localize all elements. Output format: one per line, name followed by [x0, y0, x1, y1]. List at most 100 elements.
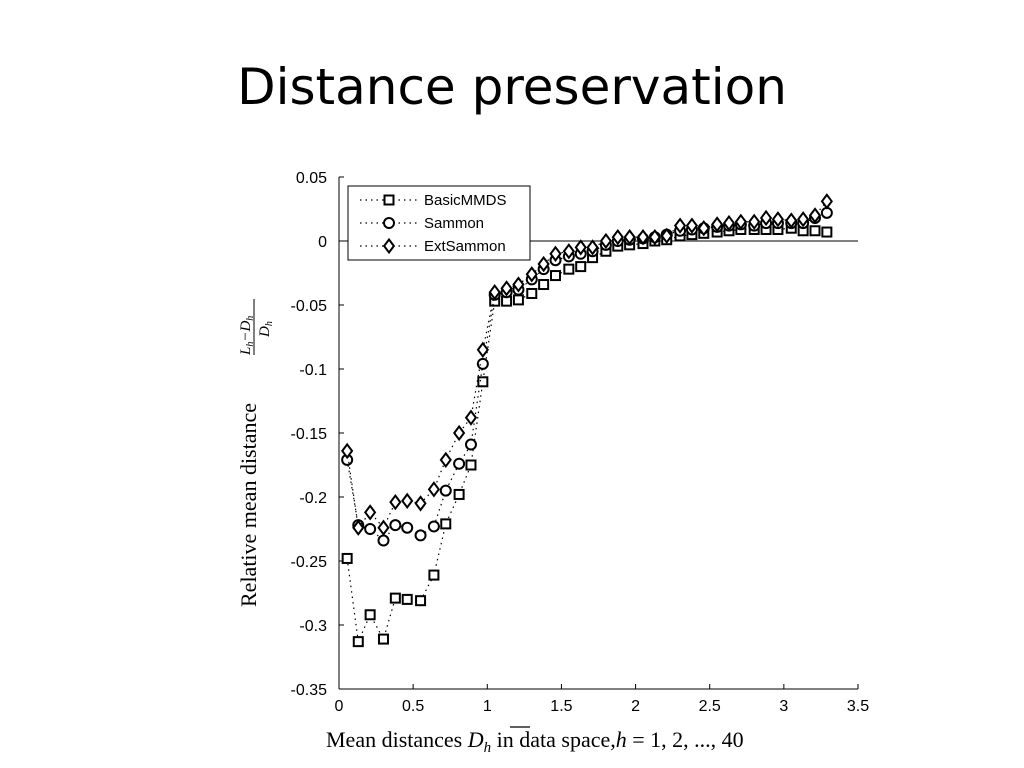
x-tick-label: 2	[631, 698, 640, 715]
data-point-sammon	[476, 357, 489, 370]
data-point-extsammon	[364, 504, 377, 521]
data-point-extsammon	[611, 228, 624, 246]
x-tick-label: 0	[335, 698, 344, 715]
data-point-extsammon	[439, 451, 452, 469]
data-point-extsammon	[377, 519, 390, 536]
svg-text:Mean distances Dh in data spac: Mean distances Dh in data space,h = 1, 2…	[326, 727, 744, 756]
y-tick-label: -0.35	[291, 682, 328, 699]
data-point-extsammon	[697, 220, 710, 237]
data-point-extsammon	[599, 232, 613, 250]
data-point-sammon	[439, 484, 452, 497]
series-line-sammon	[346, 212, 828, 542]
data-point-extsammon	[748, 213, 761, 230]
data-point-basicmmds	[440, 518, 452, 530]
data-point-extsammon	[464, 409, 478, 426]
data-point-basicmmds	[453, 488, 465, 500]
data-point-extsammon	[414, 495, 427, 512]
data-point-extsammon	[797, 211, 810, 228]
series-line-extsammon	[346, 200, 828, 530]
data-point-extsammon	[734, 213, 747, 230]
data-point-sammon	[427, 520, 440, 533]
data-point-basicmmds	[389, 592, 401, 604]
data-point-basicmmds	[526, 287, 538, 299]
legend-marker-sammon	[383, 217, 395, 229]
data-point-basicmmds	[809, 225, 821, 237]
data-point-extsammon	[820, 193, 833, 210]
series-line-basicmmds	[346, 227, 827, 644]
legend-label-sammon: Sammon	[424, 215, 484, 232]
x-axis-label: Mean distances Dh in data space,h = 1, 2…	[326, 726, 744, 756]
data-point-extsammon	[722, 214, 736, 232]
data-point-extsammon	[785, 212, 798, 229]
data-point-extsammon	[574, 239, 587, 256]
legend: BasicMMDS Sammon ExtSammon	[347, 185, 531, 261]
data-point-extsammon	[512, 276, 525, 293]
data-point-extsammon	[759, 209, 773, 227]
data-point-basicmmds	[415, 595, 427, 607]
data-point-extsammon	[808, 207, 822, 224]
data-point-basicmmds	[377, 633, 389, 645]
data-point-extsammon	[488, 284, 501, 301]
data-point-sammon	[377, 534, 390, 547]
y-tick-label: 0	[318, 234, 327, 251]
y-tick-label: -0.25	[291, 554, 328, 571]
data-point-extsammon	[389, 493, 402, 511]
data-point-basicmmds	[821, 226, 833, 238]
data-point-sammon	[464, 438, 477, 451]
data-point-extsammon	[427, 481, 441, 498]
data-point-basicmmds	[477, 376, 489, 388]
data-point-basicmmds	[341, 552, 353, 564]
y-axis-label: Relative mean distance Lh−Dh Dh	[236, 299, 275, 607]
legend-marker-basicmmds	[383, 194, 395, 206]
data-point-basicmmds	[538, 279, 550, 291]
legend-marker-extsammon	[382, 237, 396, 255]
data-point-basicmmds	[352, 636, 364, 648]
data-point-basicmmds	[401, 593, 413, 605]
data-point-sammon	[414, 529, 427, 542]
x-tick-label: 0.5	[402, 698, 424, 715]
data-point-extsammon	[476, 341, 489, 358]
y-tick-label: -0.2	[299, 490, 327, 507]
y-tick-label: -0.1	[299, 362, 327, 379]
data-point-extsammon	[549, 245, 562, 262]
data-point-extsammon	[500, 280, 513, 297]
data-point-extsammon	[636, 228, 650, 246]
x-tick-label: 3	[779, 698, 788, 715]
x-tick-label: 2.5	[699, 698, 721, 715]
x-tick-label: 1	[483, 698, 492, 715]
svg-text:Dh: Dh	[257, 321, 275, 338]
series-extsammon	[341, 193, 833, 536]
data-point-basicmmds	[465, 459, 477, 471]
data-point-basicmmds	[428, 569, 440, 581]
slide-title: Distance preservation	[237, 58, 787, 116]
data-point-extsammon	[685, 217, 699, 234]
data-point-sammon	[364, 523, 377, 535]
data-point-basicmmds	[549, 270, 561, 282]
x-tick-label: 1.5	[550, 698, 572, 715]
data-point-basicmmds	[364, 609, 376, 621]
svg-text:Relative mean distance: Relative mean distance	[236, 403, 261, 607]
data-point-basicmmds	[512, 294, 524, 306]
y-tick-label: 0.05	[296, 170, 327, 187]
data-point-extsammon	[660, 227, 673, 245]
legend-label-basicmmds: BasicMMDS	[424, 192, 507, 209]
legend-label-extsammon: ExtSammon	[424, 238, 506, 255]
data-point-extsammon	[401, 492, 414, 510]
y-tick-label: -0.3	[299, 618, 327, 635]
data-point-sammon	[453, 457, 466, 470]
x-tick-label: 3.5	[847, 698, 869, 715]
data-point-sammon	[401, 521, 414, 534]
data-point-extsammon	[341, 442, 354, 460]
data-point-extsammon	[673, 217, 687, 234]
data-point-extsammon	[711, 216, 724, 233]
data-point-extsammon	[537, 255, 550, 273]
data-point-extsammon	[525, 266, 538, 283]
data-point-extsammon	[648, 228, 661, 246]
svg-text:Lh−Dh: Lh−Dh	[238, 316, 256, 356]
legend-box	[347, 185, 531, 261]
data-point-extsammon	[562, 243, 575, 260]
data-point-basicmmds	[575, 261, 587, 273]
y-tick-label: -0.15	[291, 426, 328, 443]
data-point-extsammon	[452, 424, 466, 442]
